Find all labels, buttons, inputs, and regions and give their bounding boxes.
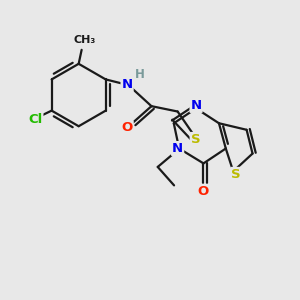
- Text: N: N: [172, 142, 183, 155]
- Text: O: O: [198, 185, 209, 198]
- Text: N: N: [190, 99, 202, 112]
- Text: S: S: [190, 133, 200, 146]
- Text: S: S: [231, 168, 241, 181]
- Text: CH₃: CH₃: [74, 35, 96, 45]
- Text: Cl: Cl: [28, 113, 42, 126]
- Text: N: N: [122, 78, 133, 91]
- Text: O: O: [122, 122, 133, 134]
- Text: H: H: [135, 68, 145, 81]
